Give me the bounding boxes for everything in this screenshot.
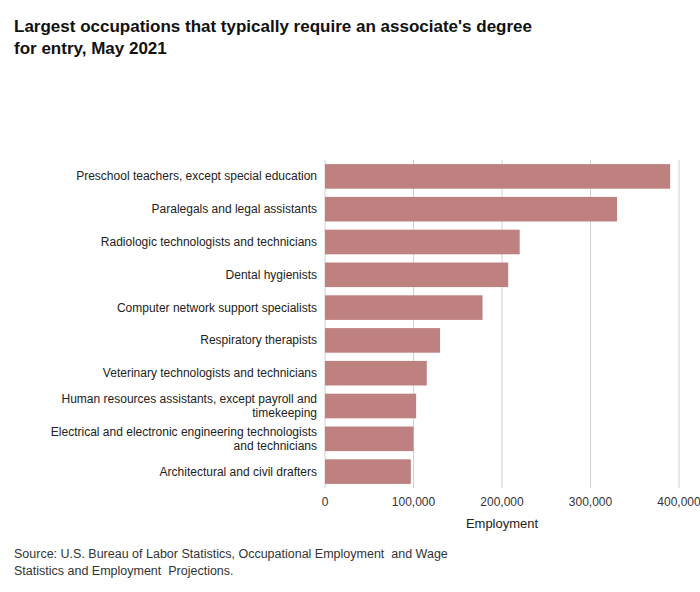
text-line: for entry, May 2021 [14,39,167,58]
category-label: Architectural and civil drafters [160,465,317,479]
bar [325,164,670,189]
tick-label: 300,000 [569,495,613,509]
x-axis-label: Employment [466,516,539,531]
bar [325,394,416,419]
text-line: and technicians [234,439,317,453]
text-line: Largest occupations that typically requi… [14,17,532,36]
bar [325,197,617,222]
text-line: Computer network support specialists [117,301,317,315]
text-line: Source: U.S. Bureau of Labor Statistics,… [14,547,448,561]
tick-label: 400,000 [657,495,700,509]
chart: 0 100,000 200,000 300,000 400,000 Architectur… [0,0,700,592]
source: Source: U.S. Bureau of Labor Statistics,… [14,547,448,578]
bar [325,328,440,353]
text-line: timekeeping [252,406,317,420]
text-line: Preschool teachers, except special educa… [76,169,317,183]
bars [325,164,670,484]
text-line: Statistics and Employment Projections. [14,564,234,578]
bar [325,230,520,255]
text-line: Electrical and electronic engineering te… [51,425,317,439]
text-line: Veterinary technologists and technicians [103,366,317,380]
text-line: Human resources assistants, except payro… [62,392,317,406]
bar [325,263,508,288]
y-labels: Architectural and civil drafters Electric… [51,169,317,478]
text-line: Architectural and civil drafters [160,465,317,479]
grid-line [679,160,680,488]
category-label: Veterinary technologists and technicians [103,366,317,380]
bar [325,459,411,484]
category-label: Radiologic technologists and technicians [101,235,317,249]
text-line: Dental hygienists [226,268,317,282]
tick-label: 100,000 [392,495,436,509]
title: Largest occupations that typically requi… [14,17,532,58]
background [0,0,700,592]
tick-label: 0 [322,495,329,509]
category-label: Human resources assistants, except payro… [62,392,317,420]
category-label: Electrical and electronic engineering te… [51,425,317,453]
text-line: Respiratory therapists [200,333,317,347]
category-label: Preschool teachers, except special educa… [76,169,317,183]
bar [325,361,427,386]
category-label: Paralegals and legal assistants [152,202,317,216]
category-label: Dental hygienists [226,268,317,282]
grid [325,160,679,488]
category-label: Respiratory therapists [200,333,317,347]
x-ticks: 0 100,000 200,000 300,000 400,000 [322,495,700,509]
tick-label: 200,000 [480,495,524,509]
category-label: Computer network support specialists [117,301,317,315]
text-line: Radiologic technologists and technicians [101,235,317,249]
bar [325,295,483,320]
text-line: Paralegals and legal assistants [152,202,317,216]
bar [325,427,414,452]
